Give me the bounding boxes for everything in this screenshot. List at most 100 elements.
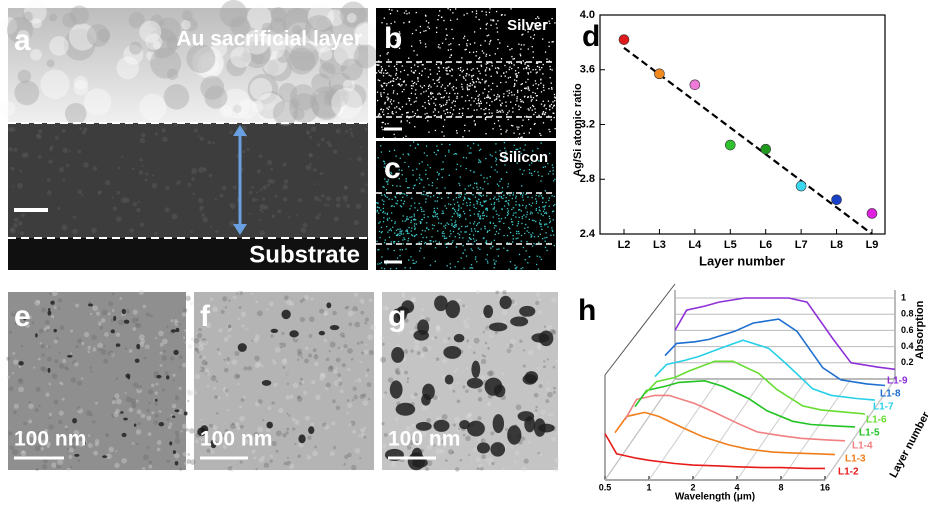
grain — [129, 228, 134, 233]
speck — [397, 203, 398, 204]
grain — [139, 170, 144, 175]
speck — [467, 95, 468, 96]
speck — [411, 93, 412, 94]
speck — [425, 107, 426, 108]
speck — [429, 69, 430, 70]
speck — [438, 67, 439, 68]
speck — [523, 247, 524, 248]
grain — [186, 389, 190, 393]
grain — [202, 217, 208, 223]
speck — [533, 243, 534, 244]
grain — [315, 215, 319, 219]
speck — [450, 112, 451, 113]
grain — [352, 399, 354, 401]
grain — [13, 411, 17, 415]
speck — [437, 94, 438, 95]
grain — [19, 365, 22, 368]
speck — [386, 108, 387, 109]
speck — [510, 232, 511, 233]
speck — [466, 63, 467, 64]
speck — [536, 195, 537, 196]
speck — [522, 218, 523, 219]
speck — [402, 193, 403, 194]
grain — [67, 468, 71, 472]
grain — [152, 174, 154, 176]
grain — [62, 178, 65, 181]
speck — [390, 228, 391, 229]
speck — [469, 74, 470, 75]
speck — [530, 97, 531, 98]
speck — [446, 222, 447, 223]
speck — [525, 68, 526, 69]
grain — [164, 84, 189, 109]
speck — [463, 245, 464, 246]
particle — [72, 418, 77, 423]
speck — [517, 129, 518, 130]
speck — [434, 115, 435, 116]
speck — [542, 113, 543, 114]
speck — [462, 71, 463, 72]
grain — [495, 290, 499, 294]
grain — [132, 168, 135, 171]
grain — [252, 198, 256, 202]
speck — [414, 223, 415, 224]
particle — [391, 347, 404, 363]
speck — [530, 211, 531, 212]
speck — [514, 94, 515, 95]
speck — [501, 196, 502, 197]
speck — [459, 44, 460, 45]
speck — [464, 249, 465, 250]
grain — [259, 458, 264, 463]
speck — [430, 196, 431, 197]
speck — [426, 20, 427, 21]
grain — [154, 420, 159, 425]
grain — [137, 422, 140, 425]
grain — [45, 320, 50, 325]
x-tick-label: L5 — [724, 239, 737, 251]
grain — [340, 347, 342, 349]
speck — [486, 63, 487, 64]
grain — [90, 347, 93, 350]
speck — [545, 205, 546, 206]
speck — [385, 196, 386, 197]
speck — [548, 173, 549, 174]
grain — [331, 421, 335, 425]
speck — [498, 218, 499, 219]
panel-label: b — [384, 22, 402, 55]
grain — [51, 462, 57, 468]
speck — [537, 171, 538, 172]
grain — [287, 457, 289, 459]
speck — [507, 208, 508, 209]
speck — [480, 149, 481, 150]
particle — [54, 329, 57, 333]
speck — [470, 148, 471, 149]
speck — [478, 98, 479, 99]
speck — [401, 170, 402, 171]
speck — [426, 222, 427, 223]
speck — [499, 100, 500, 101]
grain — [318, 213, 321, 216]
speck — [516, 98, 517, 99]
speck — [433, 111, 434, 112]
speck — [474, 31, 475, 32]
speck — [449, 93, 450, 94]
grain — [176, 181, 180, 185]
grain — [182, 424, 187, 429]
speck — [381, 22, 382, 23]
speck — [473, 223, 474, 224]
speck — [521, 185, 522, 186]
speck — [386, 83, 387, 84]
speck — [417, 78, 418, 79]
speck — [513, 64, 514, 65]
speck — [439, 104, 440, 105]
grain — [95, 402, 98, 405]
grain — [555, 359, 558, 362]
speck — [485, 74, 486, 75]
speck — [474, 183, 475, 184]
speck — [436, 64, 437, 65]
speck — [477, 189, 478, 190]
speck — [473, 171, 474, 172]
speck — [474, 241, 475, 242]
grain — [195, 374, 200, 379]
speck — [457, 215, 458, 216]
